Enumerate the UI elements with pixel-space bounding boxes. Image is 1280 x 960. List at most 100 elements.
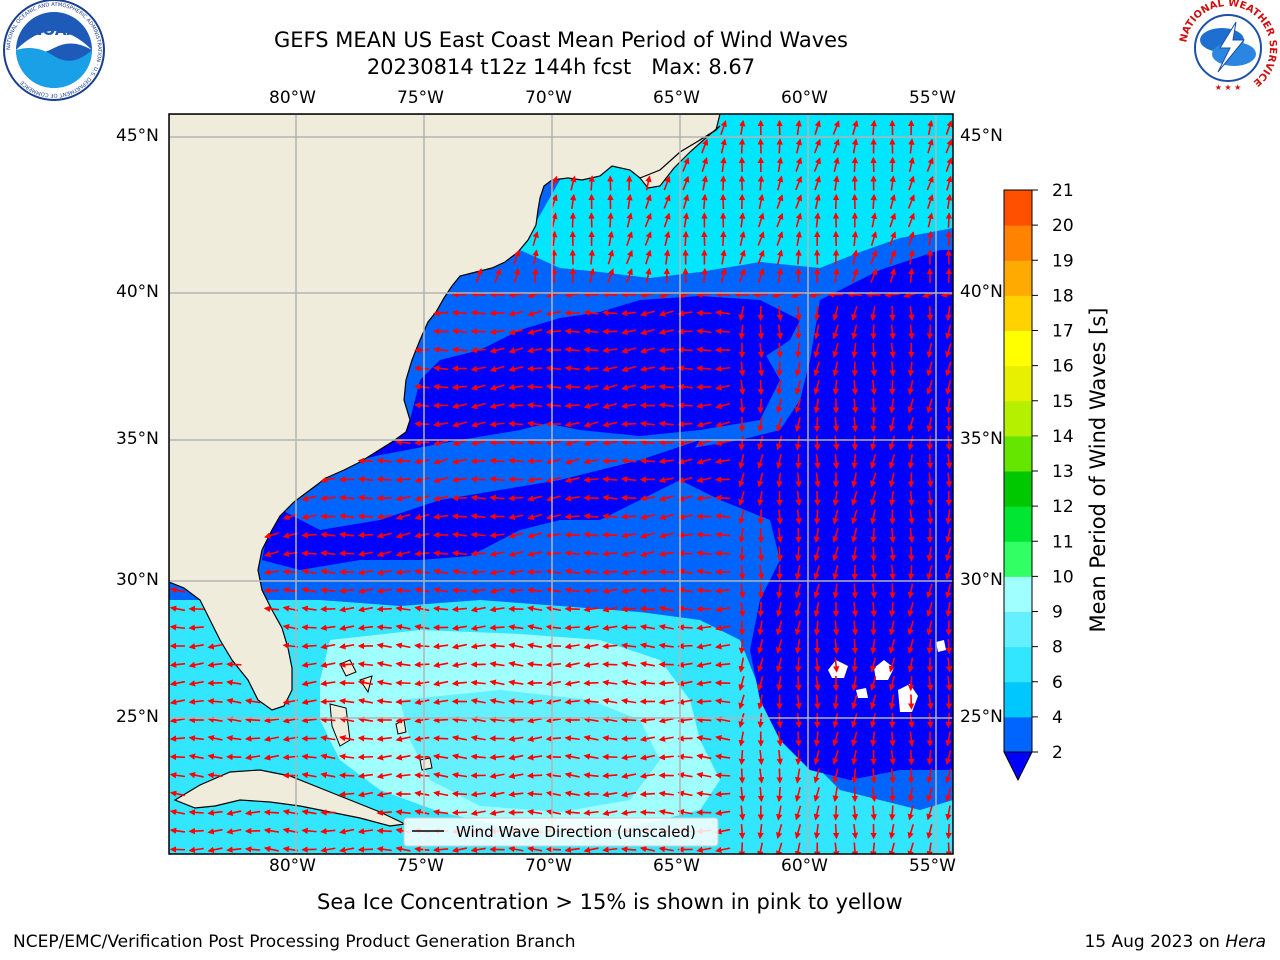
wind-wave-arrow xyxy=(870,361,877,377)
wind-wave-arrow xyxy=(583,753,599,760)
wind-wave-arrow xyxy=(776,398,783,414)
wind-wave-arrow xyxy=(813,305,821,322)
wind-wave-arrow xyxy=(320,661,336,669)
wind-wave-arrow xyxy=(663,194,671,209)
wind-wave-arrow xyxy=(945,657,953,673)
wind-wave-arrow xyxy=(432,605,449,612)
wind-wave-arrow xyxy=(414,495,430,502)
wind-wave-arrow xyxy=(677,458,693,465)
wind-wave-arrow xyxy=(451,846,468,854)
wind-wave-arrow xyxy=(508,791,524,798)
wind-wave-arrow xyxy=(757,712,764,729)
wind-wave-arrow xyxy=(813,823,821,840)
wind-wave-arrow xyxy=(301,586,317,594)
wind-wave-arrow xyxy=(814,657,821,673)
wind-wave-arrow xyxy=(583,698,599,705)
wind-wave-arrow xyxy=(414,365,430,372)
wind-wave-arrow xyxy=(677,642,693,650)
colorbar-segment xyxy=(1004,716,1032,753)
wind-wave-arrow xyxy=(639,679,656,686)
wind-wave-arrow xyxy=(583,734,599,742)
wind-wave-arrow xyxy=(527,623,543,631)
wind-wave-arrow xyxy=(451,734,468,742)
wind-wave-arrow xyxy=(889,231,897,246)
wind-wave-arrow xyxy=(470,606,486,613)
lon-tick-bottom: 65°W xyxy=(653,856,700,876)
wind-wave-arrow xyxy=(489,476,505,483)
graticule xyxy=(169,114,953,854)
wind-wave-arrow xyxy=(696,495,712,502)
wind-wave-arrow xyxy=(682,230,689,247)
wind-wave-arrow xyxy=(833,657,840,673)
wind-wave-arrow xyxy=(395,623,411,631)
wind-wave-arrow xyxy=(395,550,411,558)
colorbar-segment xyxy=(1004,400,1032,437)
wind-wave-arrow xyxy=(338,587,355,594)
wind-wave-arrow xyxy=(889,156,896,173)
wind-wave-arrow xyxy=(602,476,618,483)
wind-wave-arrow xyxy=(602,347,618,354)
wind-wave-arrow xyxy=(677,661,693,668)
wind-wave-arrow xyxy=(701,267,708,284)
wind-wave-arrow xyxy=(738,638,746,655)
wind-wave-arrow xyxy=(357,846,374,853)
wind-wave-arrow xyxy=(658,420,674,428)
wind-wave-arrow xyxy=(602,550,618,557)
wind-wave-arrow xyxy=(870,527,877,544)
wind-wave-arrow xyxy=(813,380,820,396)
wind-wave-arrow xyxy=(945,712,952,729)
wind-wave-arrow xyxy=(532,267,539,284)
wind-wave-arrow xyxy=(945,120,953,135)
colorbar-tick-label: 19 xyxy=(1052,251,1074,271)
wind-wave-arrow xyxy=(532,231,539,246)
wind-wave-arrow xyxy=(908,138,915,154)
wind-wave-arrow xyxy=(432,643,449,650)
wind-wave-arrow xyxy=(489,587,505,595)
wind-wave-arrow xyxy=(757,324,765,340)
wind-wave-arrow xyxy=(645,175,652,191)
colorbar-tick-label: 8 xyxy=(1052,638,1063,658)
wind-wave-arrow xyxy=(545,365,562,372)
wind-wave-arrow xyxy=(682,175,690,191)
wind-wave-arrow xyxy=(513,249,521,265)
wind-wave-arrow xyxy=(757,398,764,414)
wind-wave-arrow xyxy=(395,439,411,446)
wind-wave-arrow xyxy=(851,306,858,321)
lat-tick-right: 30°N xyxy=(960,570,1003,590)
wind-wave-arrow xyxy=(564,790,580,797)
wind-wave-arrow xyxy=(701,193,708,210)
wind-wave-arrow xyxy=(583,846,599,854)
wind-wave-arrow xyxy=(621,661,637,668)
wind-wave-arrow xyxy=(564,624,580,631)
wind-wave-arrow xyxy=(621,347,637,354)
wind-wave-arrow xyxy=(489,550,505,558)
wind-wave-arrow xyxy=(832,620,840,636)
wind-wave-arrow xyxy=(620,420,637,428)
wind-wave-arrow xyxy=(451,809,468,816)
wind-wave-arrow xyxy=(776,472,783,488)
wind-wave-arrow xyxy=(738,138,746,154)
wind-wave-arrow xyxy=(583,606,599,613)
wind-wave-arrow xyxy=(794,361,802,377)
wind-wave-arrow xyxy=(451,568,468,575)
wind-wave-arrow xyxy=(870,712,877,729)
wind-wave-arrow xyxy=(851,156,859,173)
wind-wave-arrow xyxy=(320,735,336,742)
wind-wave-arrow xyxy=(870,342,877,359)
wind-wave-arrow xyxy=(620,846,637,853)
wind-wave-arrow xyxy=(832,786,839,803)
wind-wave-arrow xyxy=(738,694,745,710)
wind-wave-arrow xyxy=(776,805,783,821)
wind-wave-arrow xyxy=(395,698,411,705)
wind-wave-arrow xyxy=(564,568,580,575)
wind-wave-arrow xyxy=(395,735,411,743)
wind-wave-arrow xyxy=(851,324,858,340)
lon-tick-bottom: 60°W xyxy=(781,856,828,876)
wind-wave-arrow xyxy=(926,583,933,599)
wind-wave-arrow xyxy=(945,305,952,322)
wind-wave-arrow xyxy=(714,513,731,520)
wind-wave-arrow xyxy=(832,546,839,562)
wind-wave-arrow xyxy=(188,661,204,669)
wind-wave-arrow xyxy=(832,361,839,377)
wind-wave-arrow xyxy=(489,569,505,576)
